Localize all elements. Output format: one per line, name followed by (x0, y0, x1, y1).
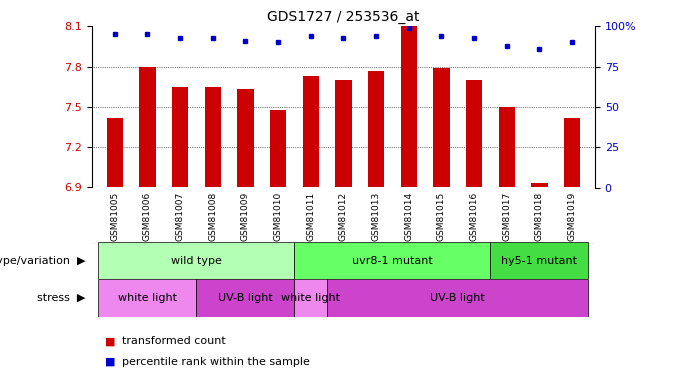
Text: GSM81009: GSM81009 (241, 192, 250, 241)
Bar (270, 110, 286, 188)
Bar (498, 107, 515, 188)
Text: GSM81011: GSM81011 (306, 192, 316, 241)
Text: UV-B light: UV-B light (430, 293, 485, 303)
Text: UV-B light: UV-B light (218, 293, 273, 303)
Text: genotype/variation  ▶: genotype/variation ▶ (0, 256, 85, 266)
Text: ■: ■ (105, 357, 116, 367)
Title: GDS1727 / 253536_at: GDS1727 / 253536_at (267, 10, 420, 24)
Text: transformed count: transformed count (122, 336, 226, 346)
Bar (172, 87, 188, 188)
Text: hy5-1 mutant: hy5-1 mutant (501, 256, 577, 266)
Text: GSM81008: GSM81008 (208, 192, 217, 241)
Text: GSM81013: GSM81013 (371, 192, 381, 241)
Bar (531, 183, 547, 188)
Text: wild type: wild type (171, 256, 222, 266)
Text: GSM81006: GSM81006 (143, 192, 152, 241)
Bar (197, 279, 294, 317)
Bar (99, 279, 197, 317)
Bar (327, 279, 588, 317)
Bar (564, 118, 580, 188)
Bar (335, 80, 352, 188)
Text: GSM81007: GSM81007 (175, 192, 184, 241)
Bar (303, 76, 319, 188)
Bar (237, 89, 254, 188)
Text: stress  ▶: stress ▶ (37, 293, 85, 303)
Text: white light: white light (282, 293, 340, 303)
Text: GSM81015: GSM81015 (437, 192, 446, 241)
Text: GSM81016: GSM81016 (470, 192, 479, 241)
Bar (466, 80, 482, 188)
Bar (205, 87, 221, 188)
Text: GSM81012: GSM81012 (339, 192, 348, 241)
Bar (139, 66, 156, 188)
Text: percentile rank within the sample: percentile rank within the sample (122, 357, 310, 367)
Bar (433, 68, 449, 188)
Bar (401, 26, 417, 188)
Bar (490, 242, 588, 279)
Text: GSM81005: GSM81005 (110, 192, 119, 241)
Text: GSM81018: GSM81018 (535, 192, 544, 241)
Text: GSM81014: GSM81014 (404, 192, 413, 241)
Bar (294, 242, 490, 279)
Bar (99, 242, 294, 279)
Text: white light: white light (118, 293, 177, 303)
Text: uvr8-1 mutant: uvr8-1 mutant (352, 256, 432, 266)
Bar (294, 279, 327, 317)
Bar (107, 118, 123, 188)
Text: GSM81017: GSM81017 (503, 192, 511, 241)
Bar (368, 70, 384, 188)
Text: ■: ■ (105, 336, 116, 346)
Text: GSM81019: GSM81019 (568, 192, 577, 241)
Text: GSM81010: GSM81010 (273, 192, 283, 241)
